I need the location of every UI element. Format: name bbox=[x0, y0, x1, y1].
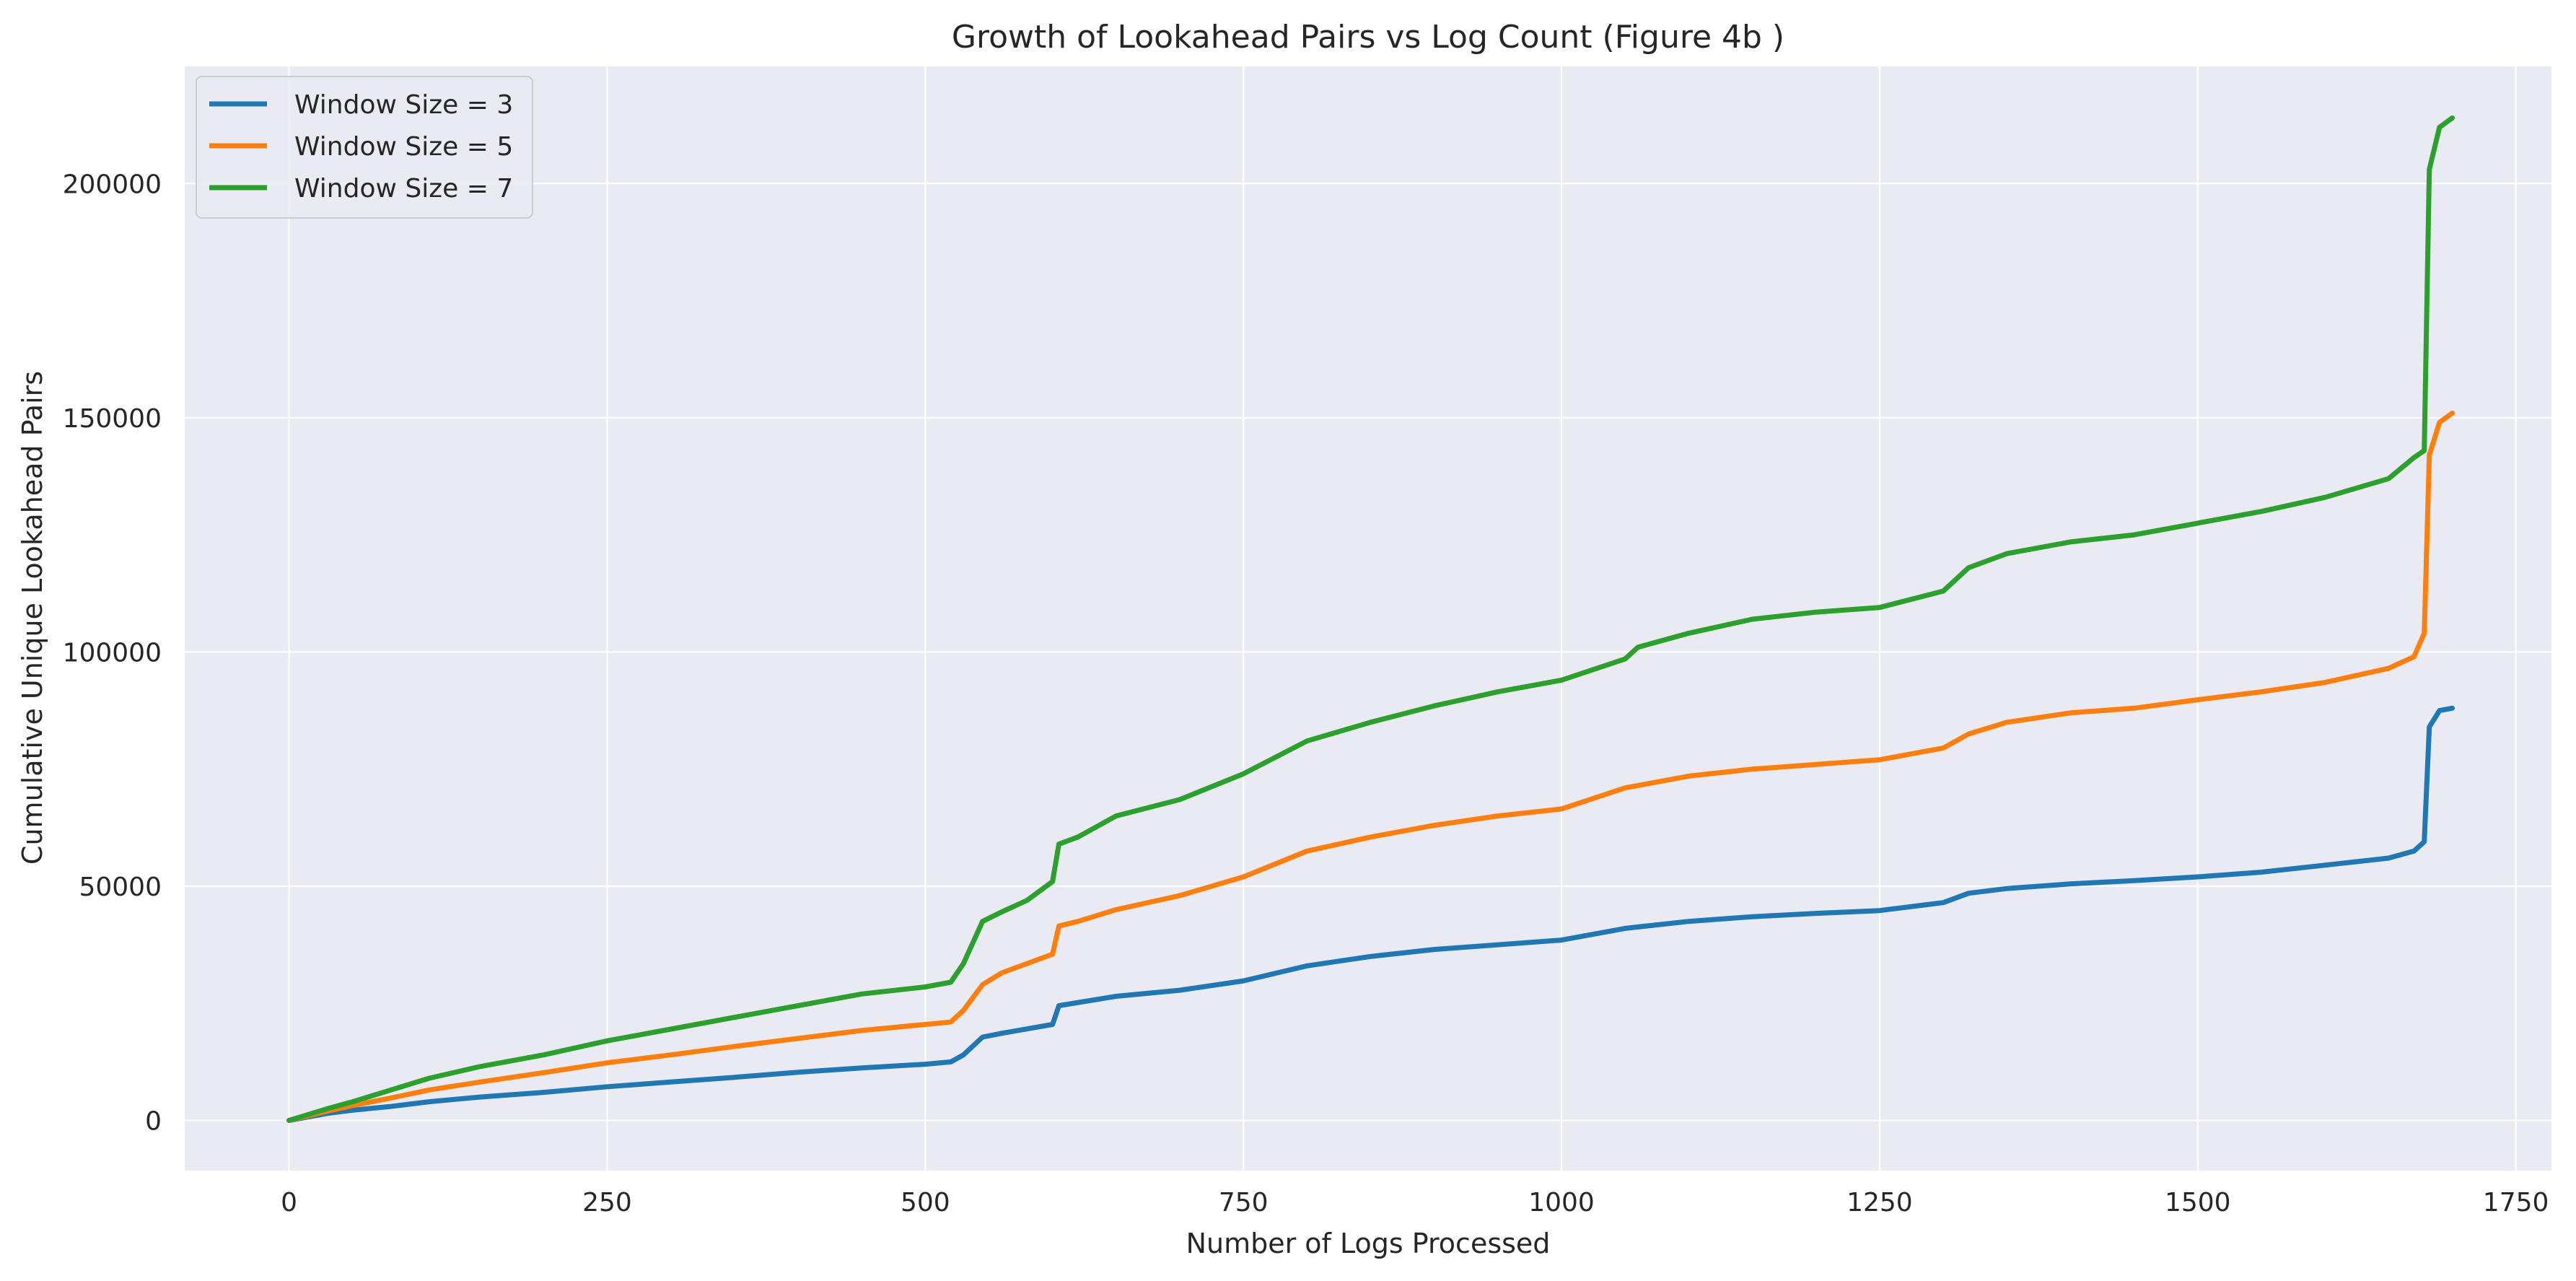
legend: Window Size = 3 Window Size = 5 Window Siz… bbox=[196, 76, 533, 219]
y-tick-label: 50000 bbox=[79, 873, 162, 902]
chart-title: Growth of Lookahead Pairs vs Log Count (… bbox=[952, 19, 1784, 56]
series-line-window-5 bbox=[286, 410, 2455, 1123]
x-tick-label: 250 bbox=[582, 1188, 632, 1217]
y-tick-labels: 0 50000 100000 150000 200000 bbox=[63, 170, 162, 1136]
x-tick-labels: 0 250 500 750 1000 1250 1500 1750 bbox=[281, 1188, 2549, 1217]
x-tick-label: 1000 bbox=[1528, 1188, 1595, 1217]
plot-area bbox=[185, 66, 2551, 1171]
y-tick-label: 100000 bbox=[63, 638, 162, 668]
x-tick-label: 1500 bbox=[2165, 1188, 2231, 1217]
legend-box bbox=[196, 76, 533, 219]
x-axis-label: Number of Logs Processed bbox=[1186, 1228, 1551, 1259]
legend-label: Window Size = 7 bbox=[294, 174, 513, 204]
x-tick-label: 750 bbox=[1219, 1188, 1269, 1217]
legend-label: Window Size = 5 bbox=[294, 132, 513, 162]
x-tick-label: 0 bbox=[281, 1188, 297, 1217]
y-tick-label: 200000 bbox=[63, 170, 162, 199]
series-line-window-7 bbox=[286, 115, 2455, 1123]
legend-items: Window Size = 3 Window Size = 5 Window Siz… bbox=[209, 90, 513, 204]
legend-label: Window Size = 3 bbox=[294, 90, 513, 120]
y-tick-label: 150000 bbox=[63, 404, 162, 434]
y-tick-label: 0 bbox=[145, 1107, 162, 1137]
x-tick-label: 1750 bbox=[2483, 1188, 2549, 1217]
series-lines bbox=[286, 115, 2455, 1123]
y-axis-label: Cumulative Unique Lookahead Pairs bbox=[17, 371, 48, 865]
x-tick-label: 1250 bbox=[1846, 1188, 1913, 1217]
x-tick-label: 500 bbox=[901, 1188, 950, 1217]
series-line-window-3 bbox=[286, 705, 2455, 1123]
grid bbox=[185, 66, 2551, 1171]
